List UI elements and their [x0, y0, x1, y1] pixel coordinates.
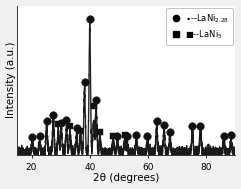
X-axis label: 2θ (degrees): 2θ (degrees) — [93, 174, 159, 184]
Y-axis label: Intensity (a.u.): Intensity (a.u.) — [6, 42, 16, 118]
Legend: $\bullet$--LaNi$_{2.28}$, $\blacksquare$--LaNi$_5$: $\bullet$--LaNi$_{2.28}$, $\blacksquare$… — [166, 8, 233, 45]
